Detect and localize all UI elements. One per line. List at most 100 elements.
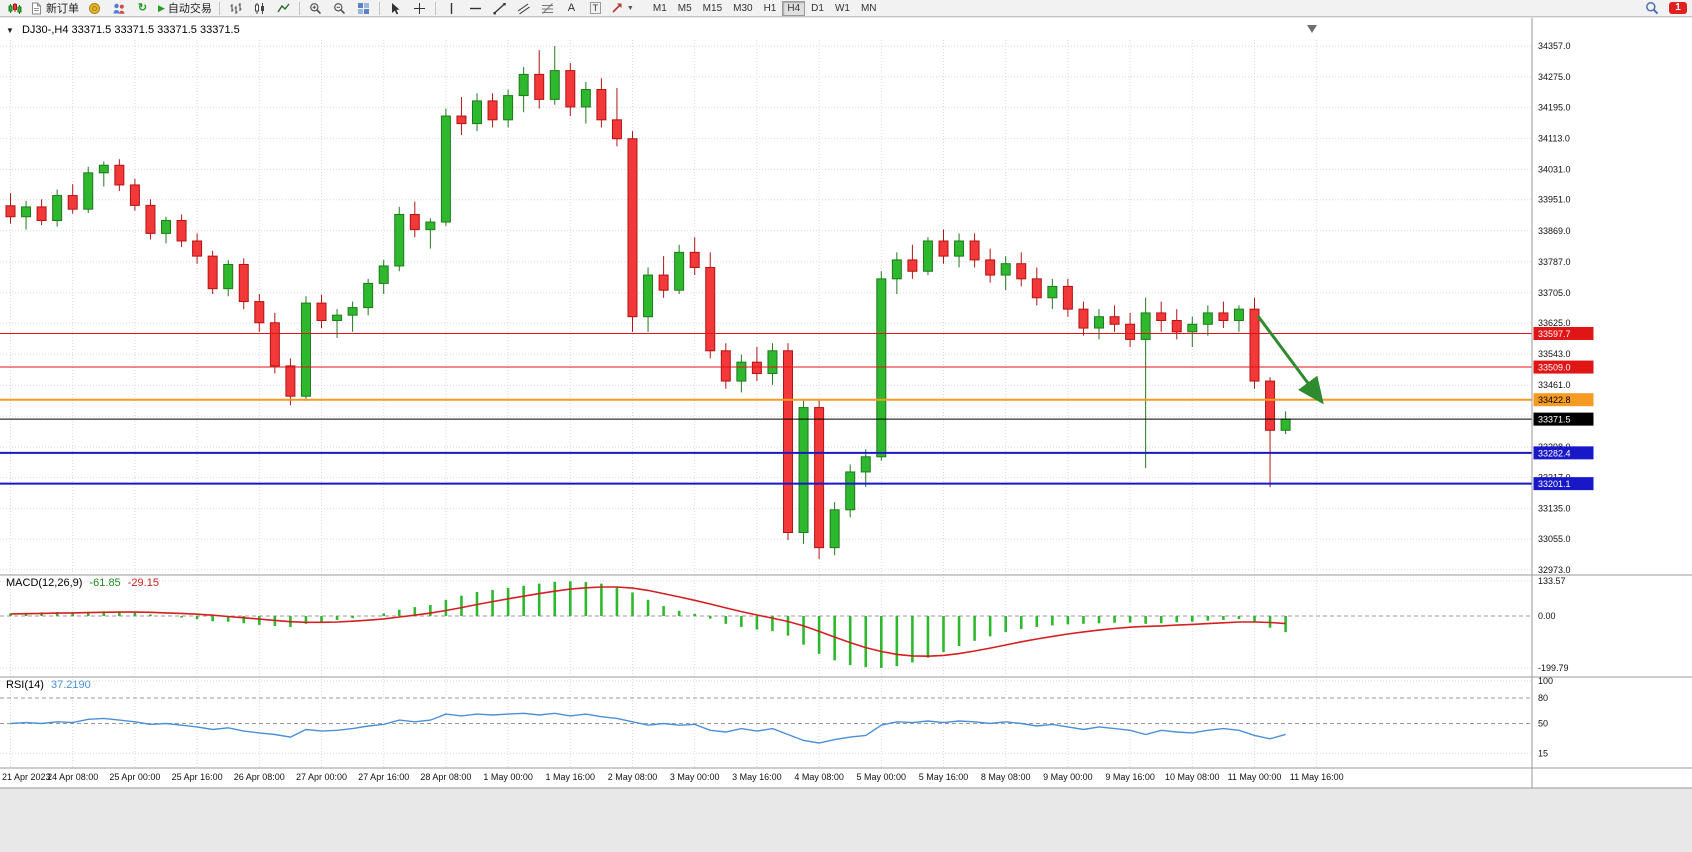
zoom-in-button[interactable] (304, 0, 327, 17)
svg-text:27 Apr 16:00: 27 Apr 16:00 (358, 772, 409, 782)
text-label-icon: T (589, 2, 602, 14)
vertical-line-icon (450, 2, 453, 14)
timeframe-mn[interactable]: MN (856, 1, 882, 16)
candle-chart-icon (254, 2, 264, 14)
svg-text:11 May 16:00: 11 May 16:00 (1290, 772, 1344, 782)
svg-text:4 May 08:00: 4 May 08:00 (794, 772, 844, 782)
chevron-down-icon: ▼ (626, 4, 634, 12)
text-label-button[interactable]: T (584, 0, 607, 17)
svg-text:33597.7: 33597.7 (1538, 329, 1571, 339)
svg-text:34195.0: 34195.0 (1538, 102, 1571, 112)
shapes-button[interactable]: ▼ (608, 0, 637, 17)
tile-windows-button[interactable] (352, 0, 375, 17)
timeframe-m1[interactable]: M1 (648, 1, 672, 16)
svg-text:1 May 00:00: 1 May 00:00 (483, 772, 533, 782)
fibonacci-button[interactable] (536, 0, 559, 17)
svg-text:33201.1: 33201.1 (1538, 479, 1571, 489)
contacts-icon (113, 3, 124, 14)
svg-text:21 Apr 2023: 21 Apr 2023 (2, 772, 51, 782)
timeframe-w1[interactable]: W1 (830, 1, 855, 16)
horizontal-line-button[interactable] (464, 0, 487, 17)
svg-text:11 May 00:00: 11 May 00:00 (1228, 772, 1282, 782)
svg-text:2 May 08:00: 2 May 08:00 (608, 772, 658, 782)
toolbar-separator (298, 1, 300, 15)
svg-text:25 Apr 16:00: 25 Apr 16:00 (172, 772, 223, 782)
refresh-icon: ↻ (137, 1, 148, 14)
macd-signal-value: -29.15 (127, 577, 159, 589)
contacts-button[interactable] (107, 0, 130, 17)
trendline-button[interactable] (488, 0, 511, 17)
toolbar-right: 1 (1640, 0, 1689, 17)
channel-button[interactable] (512, 0, 535, 17)
timeframe-d1[interactable]: D1 (806, 1, 829, 16)
svg-text:5 May 16:00: 5 May 16:00 (919, 772, 969, 782)
timeframe-m30[interactable]: M30 (728, 1, 757, 16)
autotrade-button[interactable]: ▶ 自动交易 (155, 0, 215, 17)
zoom-out-button[interactable] (328, 0, 351, 17)
trend-arrow-annotation[interactable] (1256, 315, 1324, 405)
crosshair-button[interactable] (408, 0, 431, 17)
line-chart-icon (277, 3, 290, 12)
svg-text:34031.0: 34031.0 (1538, 164, 1571, 174)
bar-chart-button[interactable] (224, 0, 247, 17)
svg-text:5 May 00:00: 5 May 00:00 (857, 772, 907, 782)
timeframe-group: M1 M5 M15 M30 H1 H4 D1 W1 MN (648, 0, 882, 16)
bar-chart-icon (230, 2, 242, 14)
svg-text:33951.0: 33951.0 (1538, 195, 1571, 205)
vertical-line-button[interactable] (440, 0, 463, 17)
new-order-button[interactable]: 新订单 (27, 0, 82, 17)
svg-text:33461.0: 33461.0 (1538, 380, 1571, 390)
chart-symbol-period: DJ30-,H4 (21, 24, 69, 36)
horizontal-line-icon (469, 7, 481, 9)
svg-text:33705.0: 33705.0 (1538, 288, 1571, 298)
zoom-in-icon (310, 2, 321, 14)
svg-text:3 May 00:00: 3 May 00:00 (670, 772, 720, 782)
new-chart-button[interactable] (3, 0, 26, 17)
svg-text:32973.0: 32973.0 (1538, 565, 1571, 575)
channel-icon (517, 3, 530, 14)
candle-chart-button[interactable] (248, 0, 271, 17)
svg-text:33135.0: 33135.0 (1538, 504, 1571, 514)
new-order-label: 新订单 (46, 3, 79, 15)
timeframe-m5[interactable]: M5 (673, 1, 697, 16)
text-button[interactable]: A (560, 0, 583, 17)
svg-text:28 Apr 08:00: 28 Apr 08:00 (420, 772, 471, 782)
svg-text:33869.0: 33869.0 (1538, 226, 1571, 236)
svg-text:33787.0: 33787.0 (1538, 257, 1571, 267)
svg-text:34275.0: 34275.0 (1538, 72, 1571, 82)
svg-text:26 Apr 08:00: 26 Apr 08:00 (234, 772, 285, 782)
svg-text:1 May 16:00: 1 May 16:00 (546, 772, 596, 782)
svg-text:33371.5: 33371.5 (1538, 415, 1571, 425)
svg-text:33055.0: 33055.0 (1538, 534, 1571, 544)
one-click-trading-toggle[interactable]: ▼ (6, 26, 14, 35)
svg-text:34113.0: 34113.0 (1538, 133, 1570, 143)
svg-text:80: 80 (1538, 693, 1548, 703)
rsi-title: RSI(14) 37.2190 (6, 679, 91, 691)
svg-text:50: 50 (1538, 719, 1548, 729)
svg-text:9 May 16:00: 9 May 16:00 (1105, 772, 1155, 782)
search-icon (1645, 2, 1658, 15)
svg-text:33625.0: 33625.0 (1538, 318, 1571, 328)
rsi-value: 37.2190 (50, 679, 91, 691)
chart-shift-marker[interactable] (1307, 25, 1317, 33)
svg-text:10 May 08:00: 10 May 08:00 (1165, 772, 1220, 782)
search-button[interactable] (1640, 0, 1663, 17)
new-chart-icon (8, 2, 21, 14)
tile-windows-icon (357, 2, 369, 14)
autotrade-play-icon: ▶ (158, 2, 165, 13)
svg-text:34357.0: 34357.0 (1538, 41, 1571, 51)
refresh-button[interactable]: ↻ (131, 0, 154, 17)
svg-text:25 Apr 00:00: 25 Apr 00:00 (109, 772, 160, 782)
quotes-icon (89, 2, 100, 14)
timeframe-m15[interactable]: M15 (698, 1, 727, 16)
timeframe-h1[interactable]: H1 (759, 1, 782, 16)
cursor-button[interactable] (384, 0, 407, 17)
toolbar-separator (218, 1, 220, 15)
new-order-icon (32, 2, 41, 14)
quotes-button[interactable] (83, 0, 106, 17)
timeframe-h4[interactable]: H4 (782, 0, 806, 16)
line-chart-button[interactable] (272, 0, 295, 17)
notification-badge[interactable]: 1 (1669, 2, 1687, 14)
